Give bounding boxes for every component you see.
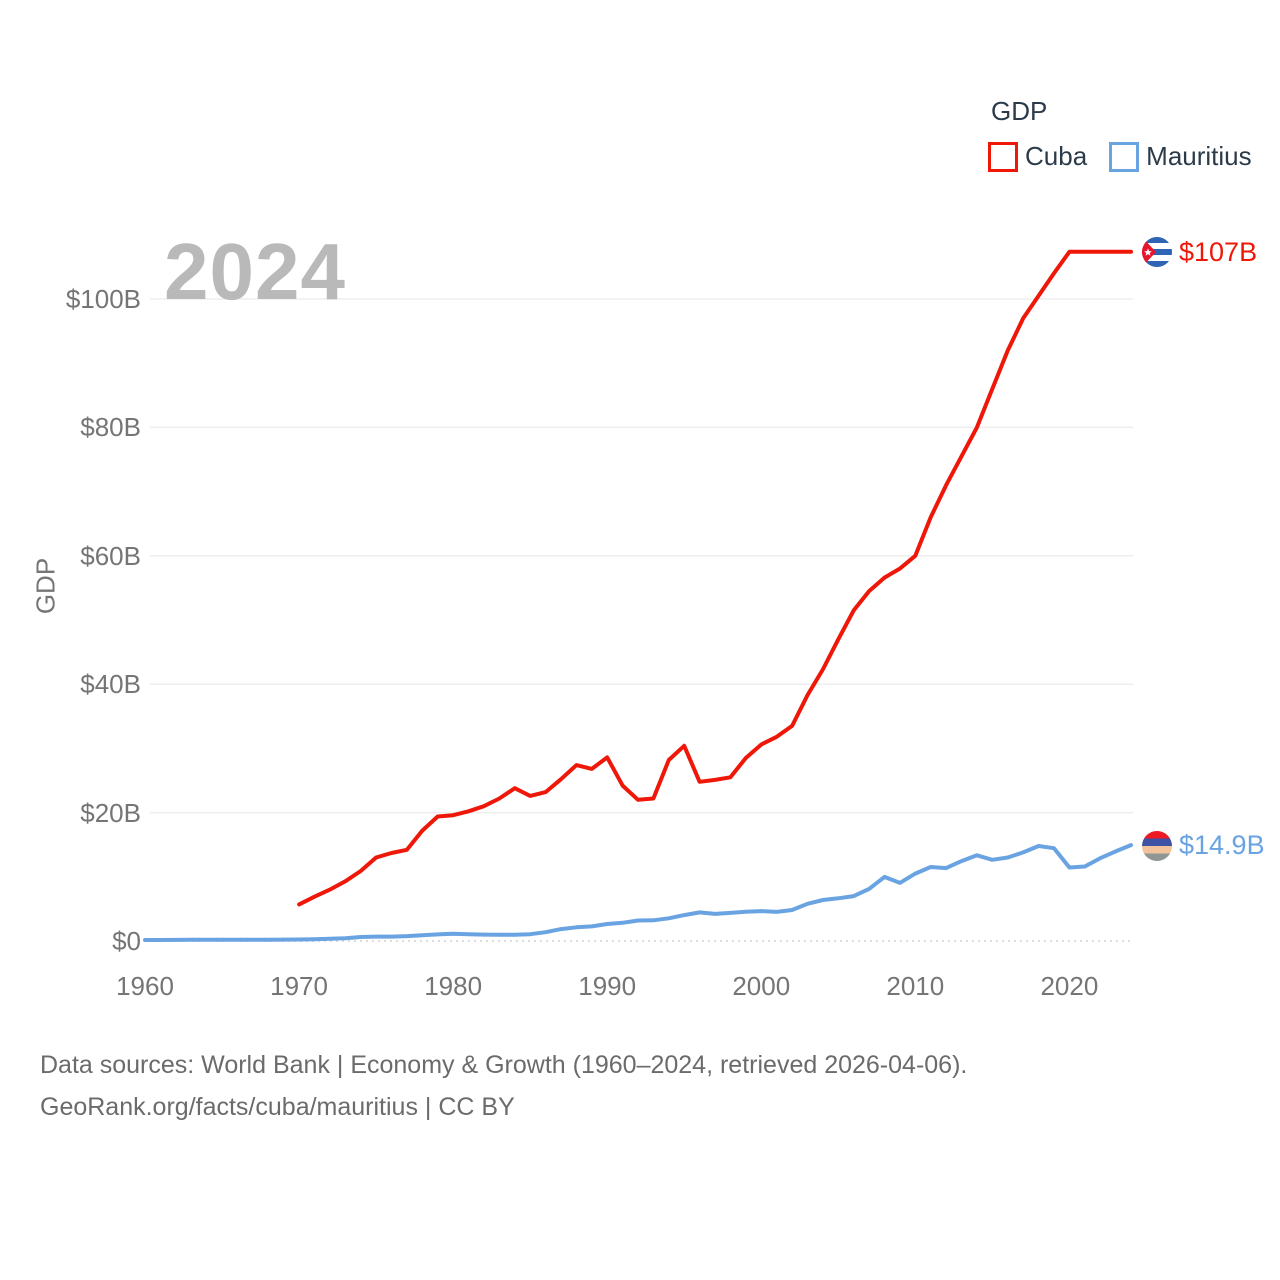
x-tick-label: 1990 <box>578 971 637 1001</box>
mauritius-line[interactable] <box>143 843 1133 942</box>
footer-sources: Data sources: World Bank | Economy & Gro… <box>40 1051 968 1079</box>
x-tick-label: 1980 <box>424 971 483 1001</box>
y-tick-label: $100B <box>65 284 141 314</box>
x-tick-label: 1970 <box>270 971 328 1001</box>
footer: Data sources: World Bank | Economy & Gro… <box>40 1044 967 1128</box>
y-tick-label: $60B <box>80 540 141 571</box>
mauritius-end-value: $14.9B <box>1179 830 1265 861</box>
cuba-swatch-icon <box>988 141 1018 172</box>
legend-title: GDP <box>991 96 1048 126</box>
mauritius-end-label: $14.9B <box>1142 830 1265 861</box>
cuba-flag-icon <box>1142 237 1172 268</box>
chart-legend: Cuba Mauritius <box>988 141 1252 172</box>
legend-label: Mauritius <box>1146 141 1252 171</box>
footer-attribution: GeoRank.org/facts/cuba/mauritius | CC BY <box>40 1093 515 1121</box>
y-tick-label: $20B <box>80 797 141 828</box>
legend-item-mauritius[interactable]: Mauritius <box>1109 141 1252 172</box>
cuba-end-value: $107B <box>1179 236 1258 267</box>
x-tick-label: 1960 <box>116 971 174 1001</box>
x-tick-label: 2010 <box>886 971 945 1001</box>
legend-item-cuba[interactable]: Cuba <box>988 141 1087 172</box>
x-tick-label: 2020 <box>1040 971 1099 1001</box>
cuba-end-label: $107B <box>1142 237 1257 268</box>
legend-label: Cuba <box>1025 141 1088 171</box>
mauritius-flag-icon <box>1142 830 1172 861</box>
cuba-line[interactable] <box>297 249 1133 907</box>
year-watermark: 2024 <box>164 227 346 316</box>
y-tick-label: $80B <box>80 412 141 443</box>
mauritius-swatch-icon <box>1109 141 1140 172</box>
x-tick-label: 2000 <box>732 971 791 1001</box>
y-tick-label: $40B <box>80 669 141 700</box>
y-tick-label: $0 <box>112 926 141 956</box>
